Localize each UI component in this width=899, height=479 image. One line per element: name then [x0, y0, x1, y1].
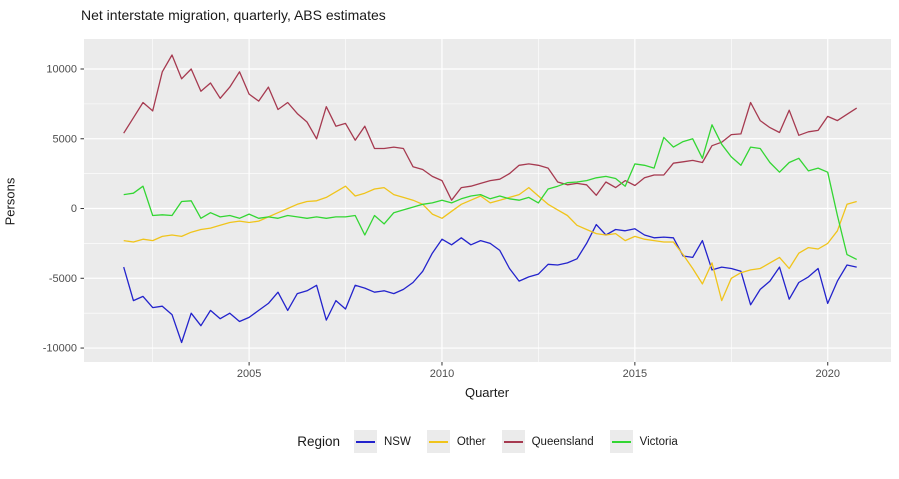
legend-key-swatch: [609, 430, 633, 453]
legend-key-line: [356, 440, 375, 443]
legend-key-line: [503, 440, 523, 443]
series-line-nsw: [123, 223, 857, 344]
legend-item-queensland: Queensland: [501, 430, 594, 453]
x-tick-label: 2015: [623, 368, 647, 380]
legend-item-label: Other: [456, 435, 486, 448]
legend: Region NSW Other Queensland Victoria: [84, 430, 891, 453]
legend-item-label: Victoria: [639, 435, 678, 448]
legend-key-swatch: [354, 430, 377, 453]
y-tick-label: 5000: [53, 133, 77, 145]
series-line-other: [123, 185, 857, 302]
chart-title: Net interstate migration, quarterly, ABS…: [81, 7, 386, 23]
y-tick-label: 10000: [46, 63, 77, 75]
x-tick-label: 2010: [430, 368, 454, 380]
plot-area: -10000 -5000 0 5000 10000 2005 2010 2015 2020: [43, 39, 891, 380]
legend-item-label: NSW: [384, 435, 411, 448]
y-axis-title: Persons: [2, 177, 18, 226]
legend-item-label: Queensland: [531, 435, 594, 448]
legend-item-other: Other: [426, 430, 486, 453]
legend-title: Region: [297, 434, 340, 449]
x-axis-title: Quarter: [464, 385, 510, 400]
legend-item-victoria: Victoria: [609, 430, 678, 453]
legend-item-nsw: NSW: [354, 430, 411, 453]
legend-key-line: [611, 440, 631, 443]
legend-key-swatch: [501, 430, 525, 453]
y-tick-label: -10000: [43, 343, 77, 355]
x-tick-label: 2005: [237, 368, 261, 380]
legend-items: NSW Other Queensland Victoria: [354, 430, 678, 453]
legend-key-line: [428, 440, 448, 443]
x-tick-label: 2020: [815, 368, 839, 380]
y-tick-label: -5000: [49, 273, 77, 285]
legend-key-swatch: [426, 430, 450, 453]
series-line-victoria: [123, 124, 857, 260]
y-tick-label: 0: [71, 203, 77, 215]
series-line-queensland: [123, 54, 858, 201]
